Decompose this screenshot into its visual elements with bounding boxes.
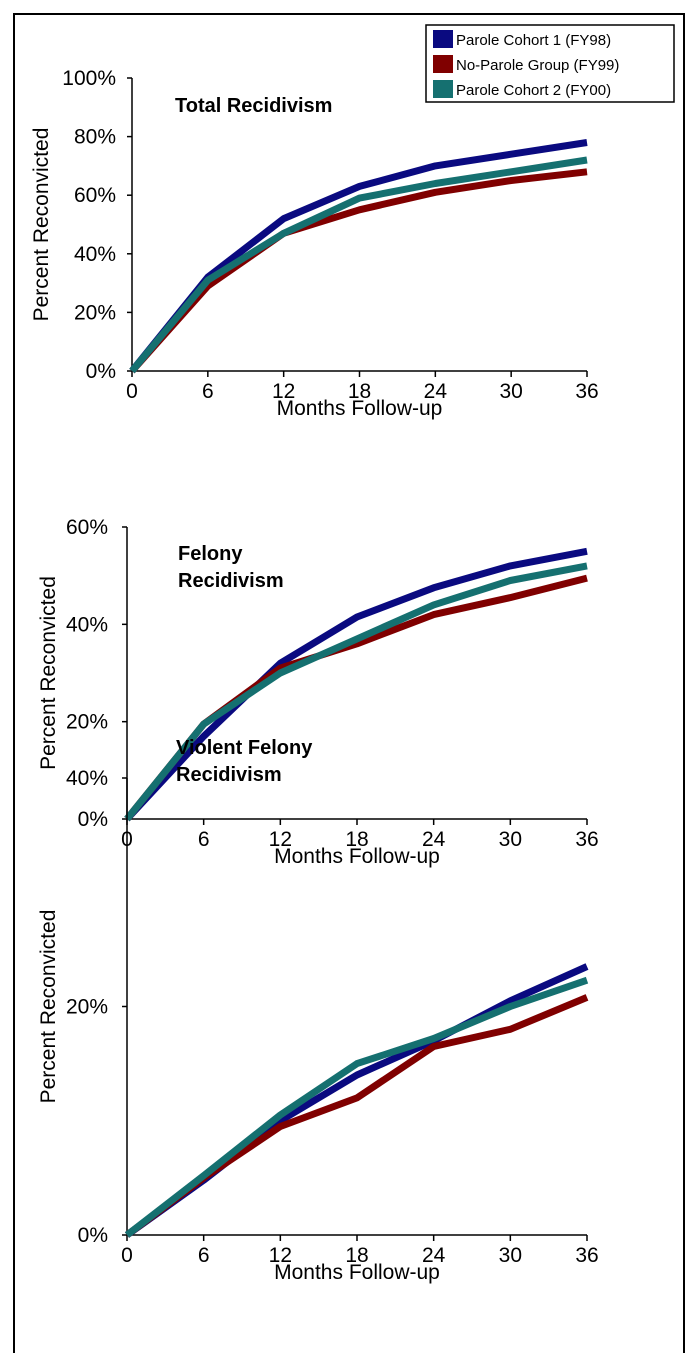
legend-label-fy00: Parole Cohort 2 (FY00) [456, 82, 611, 99]
x-tick-label: 30 [499, 828, 522, 851]
x-tick-label: 24 [424, 380, 448, 403]
y-axis-title: Percent Reconvicted [37, 910, 60, 1104]
figure-frame [13, 13, 685, 1353]
x-axis-title: Months Follow-up [274, 1261, 440, 1284]
legend-label-fy99: No-Parole Group (FY99) [456, 57, 619, 74]
y-tick-label: 80% [74, 126, 116, 149]
legend: Parole Cohort 1 (FY98) No-Parole Group (… [425, 24, 675, 103]
x-tick-label: 24 [422, 1244, 446, 1267]
chart-title: Recidivism [178, 570, 284, 592]
series-line-2 [124, 994, 589, 1238]
chart-total: 0% 20% 40% 60% 80% 100% 0 6 12 18 24 30 36 Months Fol… [30, 67, 599, 420]
x-tick-label: 6 [202, 380, 214, 403]
legend-swatch-fy99 [433, 55, 453, 73]
y-tick-label: 100% [62, 67, 116, 90]
x-axis-title: Months Follow-up [274, 845, 440, 868]
chart-violent: 0% 20% 40% 0 6 12 18 24 30 36 Months Follow-up Perc… [37, 737, 599, 1284]
y-axis-title: Percent Reconvicted [37, 576, 60, 770]
y-axis-title: Percent Reconvicted [30, 128, 53, 322]
x-tick-label: 18 [345, 828, 368, 851]
y-tick-label: 0% [86, 360, 116, 383]
x-tick-label: 18 [345, 1244, 368, 1267]
series-line-1 [124, 547, 588, 822]
series-line-3 [124, 976, 589, 1238]
y-tick-label: 40% [66, 613, 108, 636]
x-tick-label: 36 [575, 1244, 598, 1267]
x-axis-title: Months Follow-up [277, 397, 443, 420]
y-tick-label: 20% [74, 301, 116, 324]
y-tick-label: 20% [66, 711, 108, 734]
x-tick-label: 18 [348, 380, 371, 403]
y-tick-label: 40% [74, 243, 116, 266]
legend-swatch-fy98 [433, 30, 453, 48]
x-tick-label: 12 [269, 1244, 292, 1267]
y-tick-label: 60% [74, 184, 116, 207]
x-tick-label: 12 [269, 828, 292, 851]
chart-title: Total Recidivism [175, 95, 332, 117]
legend-box [425, 24, 675, 103]
x-tick-label: 30 [499, 380, 522, 403]
series-line-3 [124, 562, 588, 822]
chart-title: Recidivism [176, 764, 282, 786]
legend-swatch-fy00 [433, 80, 453, 98]
legend-label-fy98: Parole Cohort 1 (FY98) [456, 32, 611, 49]
series-line-2 [129, 168, 588, 374]
series-line-3 [129, 156, 588, 374]
chart-title: Violent Felony [176, 737, 313, 759]
x-tick-label: 24 [422, 828, 446, 851]
x-tick-label: 36 [575, 828, 598, 851]
y-tick-label: 0% [78, 1224, 108, 1247]
x-tick-label: 6 [198, 828, 210, 851]
x-tick-label: 0 [121, 1244, 133, 1267]
y-tick-label: 40% [66, 767, 108, 790]
x-tick-label: 6 [198, 1244, 210, 1267]
x-tick-label: 12 [272, 380, 295, 403]
y-tick-label: 20% [66, 996, 108, 1019]
y-tick-label: 60% [66, 516, 108, 539]
x-tick-label: 0 [126, 380, 138, 403]
x-tick-label: 30 [499, 1244, 522, 1267]
x-tick-label: 36 [575, 380, 598, 403]
y-tick-label: 0% [78, 808, 108, 831]
chart-title: Felony [178, 543, 243, 565]
